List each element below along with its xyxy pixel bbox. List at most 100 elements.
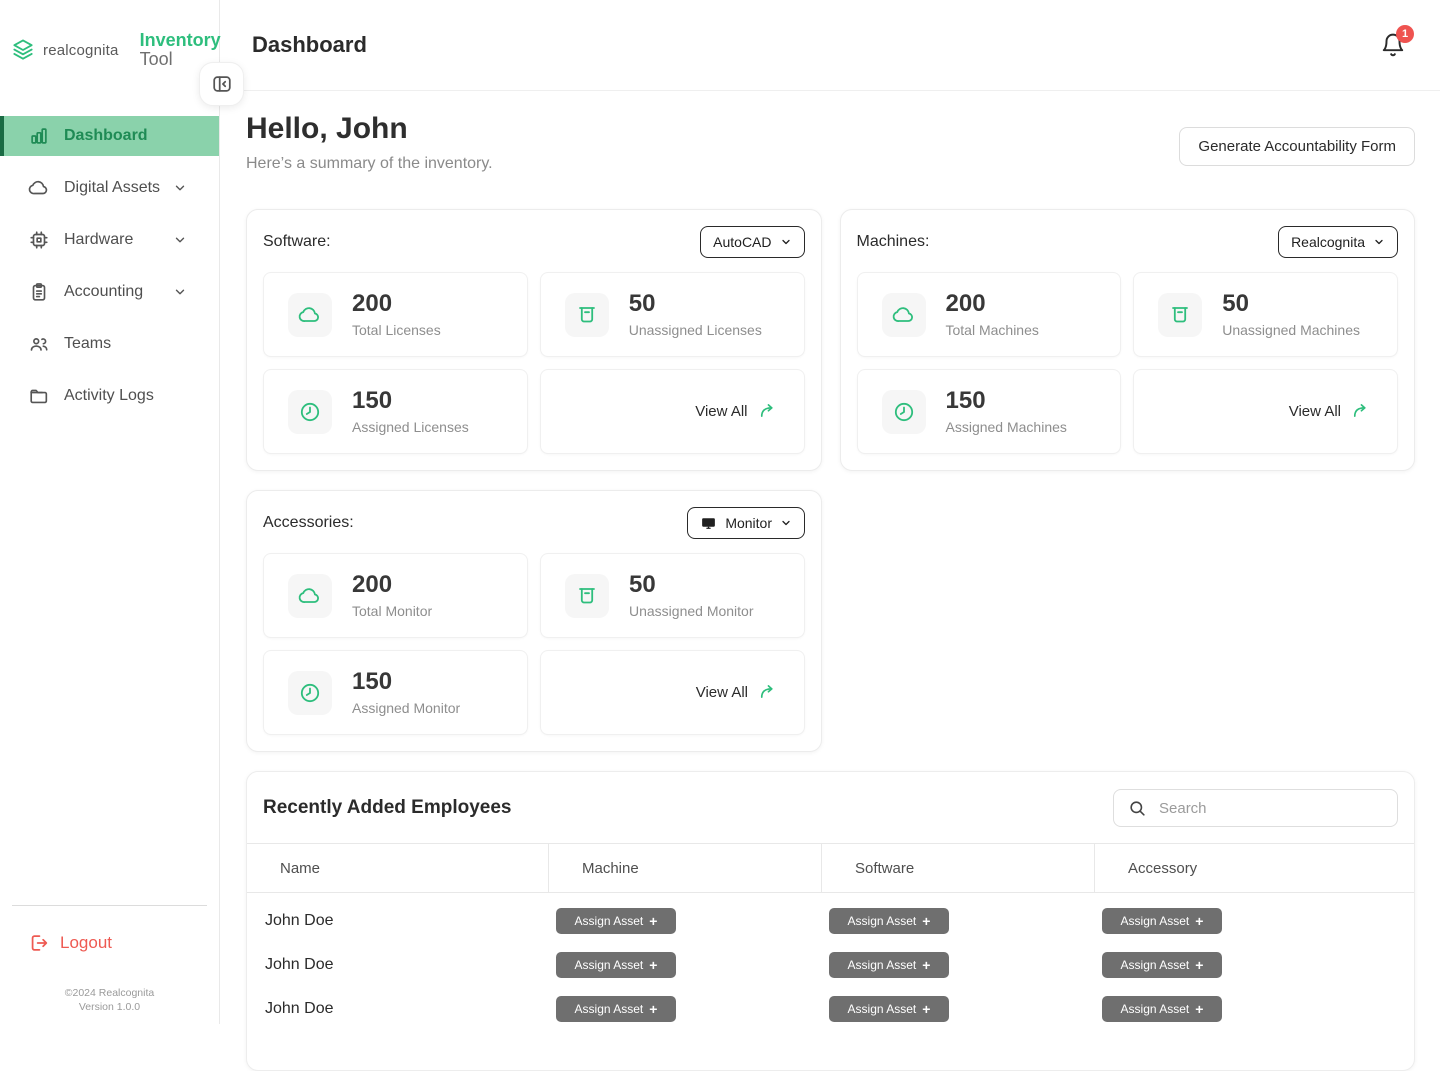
- accessories-summary-card: Accessories: Monitor 200 Total Monitor: [246, 490, 822, 752]
- sidebar-nav: Dashboard Digital Assets Hardware: [0, 116, 219, 416]
- employee-search[interactable]: [1113, 789, 1398, 827]
- folder-icon: [28, 385, 50, 407]
- assign-accessory-button[interactable]: Assign Asset +: [1102, 952, 1222, 978]
- logout-button[interactable]: Logout: [0, 906, 219, 954]
- stat-value: 50: [628, 289, 656, 317]
- plus-icon: +: [649, 957, 658, 973]
- sidebar-item-hardware[interactable]: Hardware: [0, 220, 219, 260]
- assign-software-button[interactable]: Assign Asset +: [829, 996, 949, 1022]
- stat-unassigned-monitor: 50 Unassigned Monitor: [540, 553, 805, 638]
- column-header-accessory: Accessory: [1128, 859, 1198, 877]
- chevron-down-icon: [173, 181, 187, 195]
- stat-unassigned-licenses: 50 Unassigned Licenses: [539, 272, 805, 357]
- stat-label: Total Machines: [945, 322, 1039, 339]
- logout-label: Logout: [60, 932, 112, 952]
- stat-label: Total Licenses: [352, 322, 441, 339]
- sidebar-item-teams[interactable]: Teams: [0, 324, 219, 364]
- assign-software-button[interactable]: Assign Asset +: [829, 952, 949, 978]
- chevron-down-icon: [780, 236, 792, 248]
- assign-machine-button[interactable]: Assign Asset +: [556, 952, 676, 978]
- product-name-line2: Tool: [139, 49, 173, 69]
- logout-icon: [28, 932, 50, 954]
- cloud-icon: [288, 573, 332, 618]
- sidebar-footer-divider: [12, 904, 207, 906]
- monitor-icon: [700, 515, 717, 532]
- stat-value: 150: [352, 667, 393, 695]
- bar-chart-icon: [28, 125, 50, 147]
- sidebar-item-digital-assets[interactable]: Digital Assets: [0, 168, 219, 208]
- column-header-machine: Machine: [549, 844, 822, 892]
- generate-accountability-form-button[interactable]: Generate Accountability Form: [1179, 127, 1415, 166]
- sidebar-footer: Logout ©2024 Realcognita Version 1.0.0: [0, 904, 219, 1024]
- assign-machine-button[interactable]: Assign Asset +: [556, 996, 676, 1022]
- stat-label: Unassigned Licenses: [628, 322, 762, 339]
- stat-total-machines: 200 Total Machines: [856, 272, 1122, 357]
- sidebar-item-label: Dashboard: [64, 127, 148, 144]
- sidebar: realcognita Inventory Tool Dashboard: [0, 0, 221, 1024]
- plus-icon: +: [922, 913, 931, 929]
- accessories-filter-value: Monitor: [725, 515, 772, 531]
- assign-machine-button[interactable]: Assign Asset +: [556, 908, 676, 934]
- stat-assigned-monitor: 150 Assigned Monitor: [263, 650, 528, 735]
- greeting-title: Hello, John: [246, 112, 408, 145]
- stat-label: Total Monitor: [352, 603, 433, 620]
- machines-view-all-link[interactable]: View All: [1133, 369, 1398, 454]
- table-row: John Doe Assign Asset + Assign Asset + Ass…: [247, 987, 1414, 1031]
- summary-cards-row: Software: AutoCAD 200 Total Licenses: [246, 209, 1415, 471]
- chevron-down-icon: [1373, 236, 1385, 248]
- stat-assigned-machines: 150 Assigned Machines: [856, 369, 1122, 454]
- employees-panel-title: Recently Added Employees: [263, 797, 512, 818]
- software-filter-dropdown[interactable]: AutoCAD: [700, 226, 805, 258]
- plus-icon: +: [649, 1001, 658, 1017]
- chevron-down-icon: [173, 285, 187, 299]
- sidebar-item-label: Digital Assets: [64, 179, 161, 196]
- stat-label: Assigned Monitor: [352, 700, 461, 717]
- view-all-label: View All: [695, 684, 748, 701]
- cloud-icon: [881, 292, 926, 337]
- accessories-view-all-link[interactable]: View All: [540, 650, 805, 735]
- search-input[interactable]: [1159, 799, 1383, 817]
- curved-arrow-right-icon: [1351, 402, 1371, 422]
- stat-label: Unassigned Monitor: [629, 603, 754, 620]
- plus-icon: +: [922, 957, 931, 973]
- cloud-icon: [288, 292, 332, 337]
- stat-value: 50: [629, 570, 656, 598]
- sidebar-collapse-button[interactable]: [199, 62, 244, 106]
- assign-accessory-button[interactable]: Assign Asset +: [1102, 996, 1222, 1022]
- sidebar-item-accounting[interactable]: Accounting: [0, 272, 219, 312]
- clock-icon: [881, 389, 926, 434]
- machines-card-title: Machines:: [856, 233, 930, 250]
- assign-accessory-button[interactable]: Assign Asset +: [1102, 908, 1222, 934]
- stat-value: 150: [352, 386, 393, 414]
- sidebar-item-activity-logs[interactable]: Activity Logs: [0, 376, 219, 416]
- stat-value: 50: [1222, 289, 1249, 317]
- clock-icon: [288, 389, 332, 434]
- plus-icon: +: [922, 1001, 931, 1017]
- machines-filter-dropdown[interactable]: Realcognita: [1278, 226, 1398, 258]
- stat-value: 200: [352, 289, 393, 317]
- product-name-line1: Inventory: [139, 30, 221, 51]
- box-icon: [564, 292, 609, 337]
- stat-total-licenses: 200 Total Licenses: [263, 272, 528, 357]
- greeting-subtitle: Here’s a summary of the inventory.: [246, 155, 493, 172]
- plus-icon: +: [1195, 1001, 1204, 1017]
- stat-value: 200: [945, 289, 986, 317]
- stat-value: 200: [352, 570, 393, 598]
- view-all-label: View All: [695, 403, 748, 420]
- assign-software-button[interactable]: Assign Asset +: [829, 908, 949, 934]
- clipboard-icon: [28, 281, 50, 303]
- bell-icon: [1380, 32, 1406, 58]
- clock-icon: [288, 670, 332, 715]
- sidebar-item-label: Activity Logs: [64, 387, 154, 404]
- sidebar-item-label: Teams: [64, 335, 112, 352]
- employees-table-header: Name Machine Software Accessory: [247, 843, 1414, 893]
- recently-added-employees-panel: Recently Added Employees Name Machine So…: [246, 771, 1415, 1071]
- employee-name: John Doe: [265, 956, 334, 973]
- software-view-all-link[interactable]: View All: [539, 369, 805, 454]
- notifications-button[interactable]: 1: [1380, 25, 1414, 58]
- sidebar-item-dashboard[interactable]: Dashboard: [0, 116, 219, 156]
- software-card-title: Software:: [263, 233, 331, 250]
- sidebar-item-label: Hardware: [64, 231, 134, 248]
- employee-name: John Doe: [265, 912, 334, 929]
- accessories-filter-dropdown[interactable]: Monitor: [687, 507, 805, 539]
